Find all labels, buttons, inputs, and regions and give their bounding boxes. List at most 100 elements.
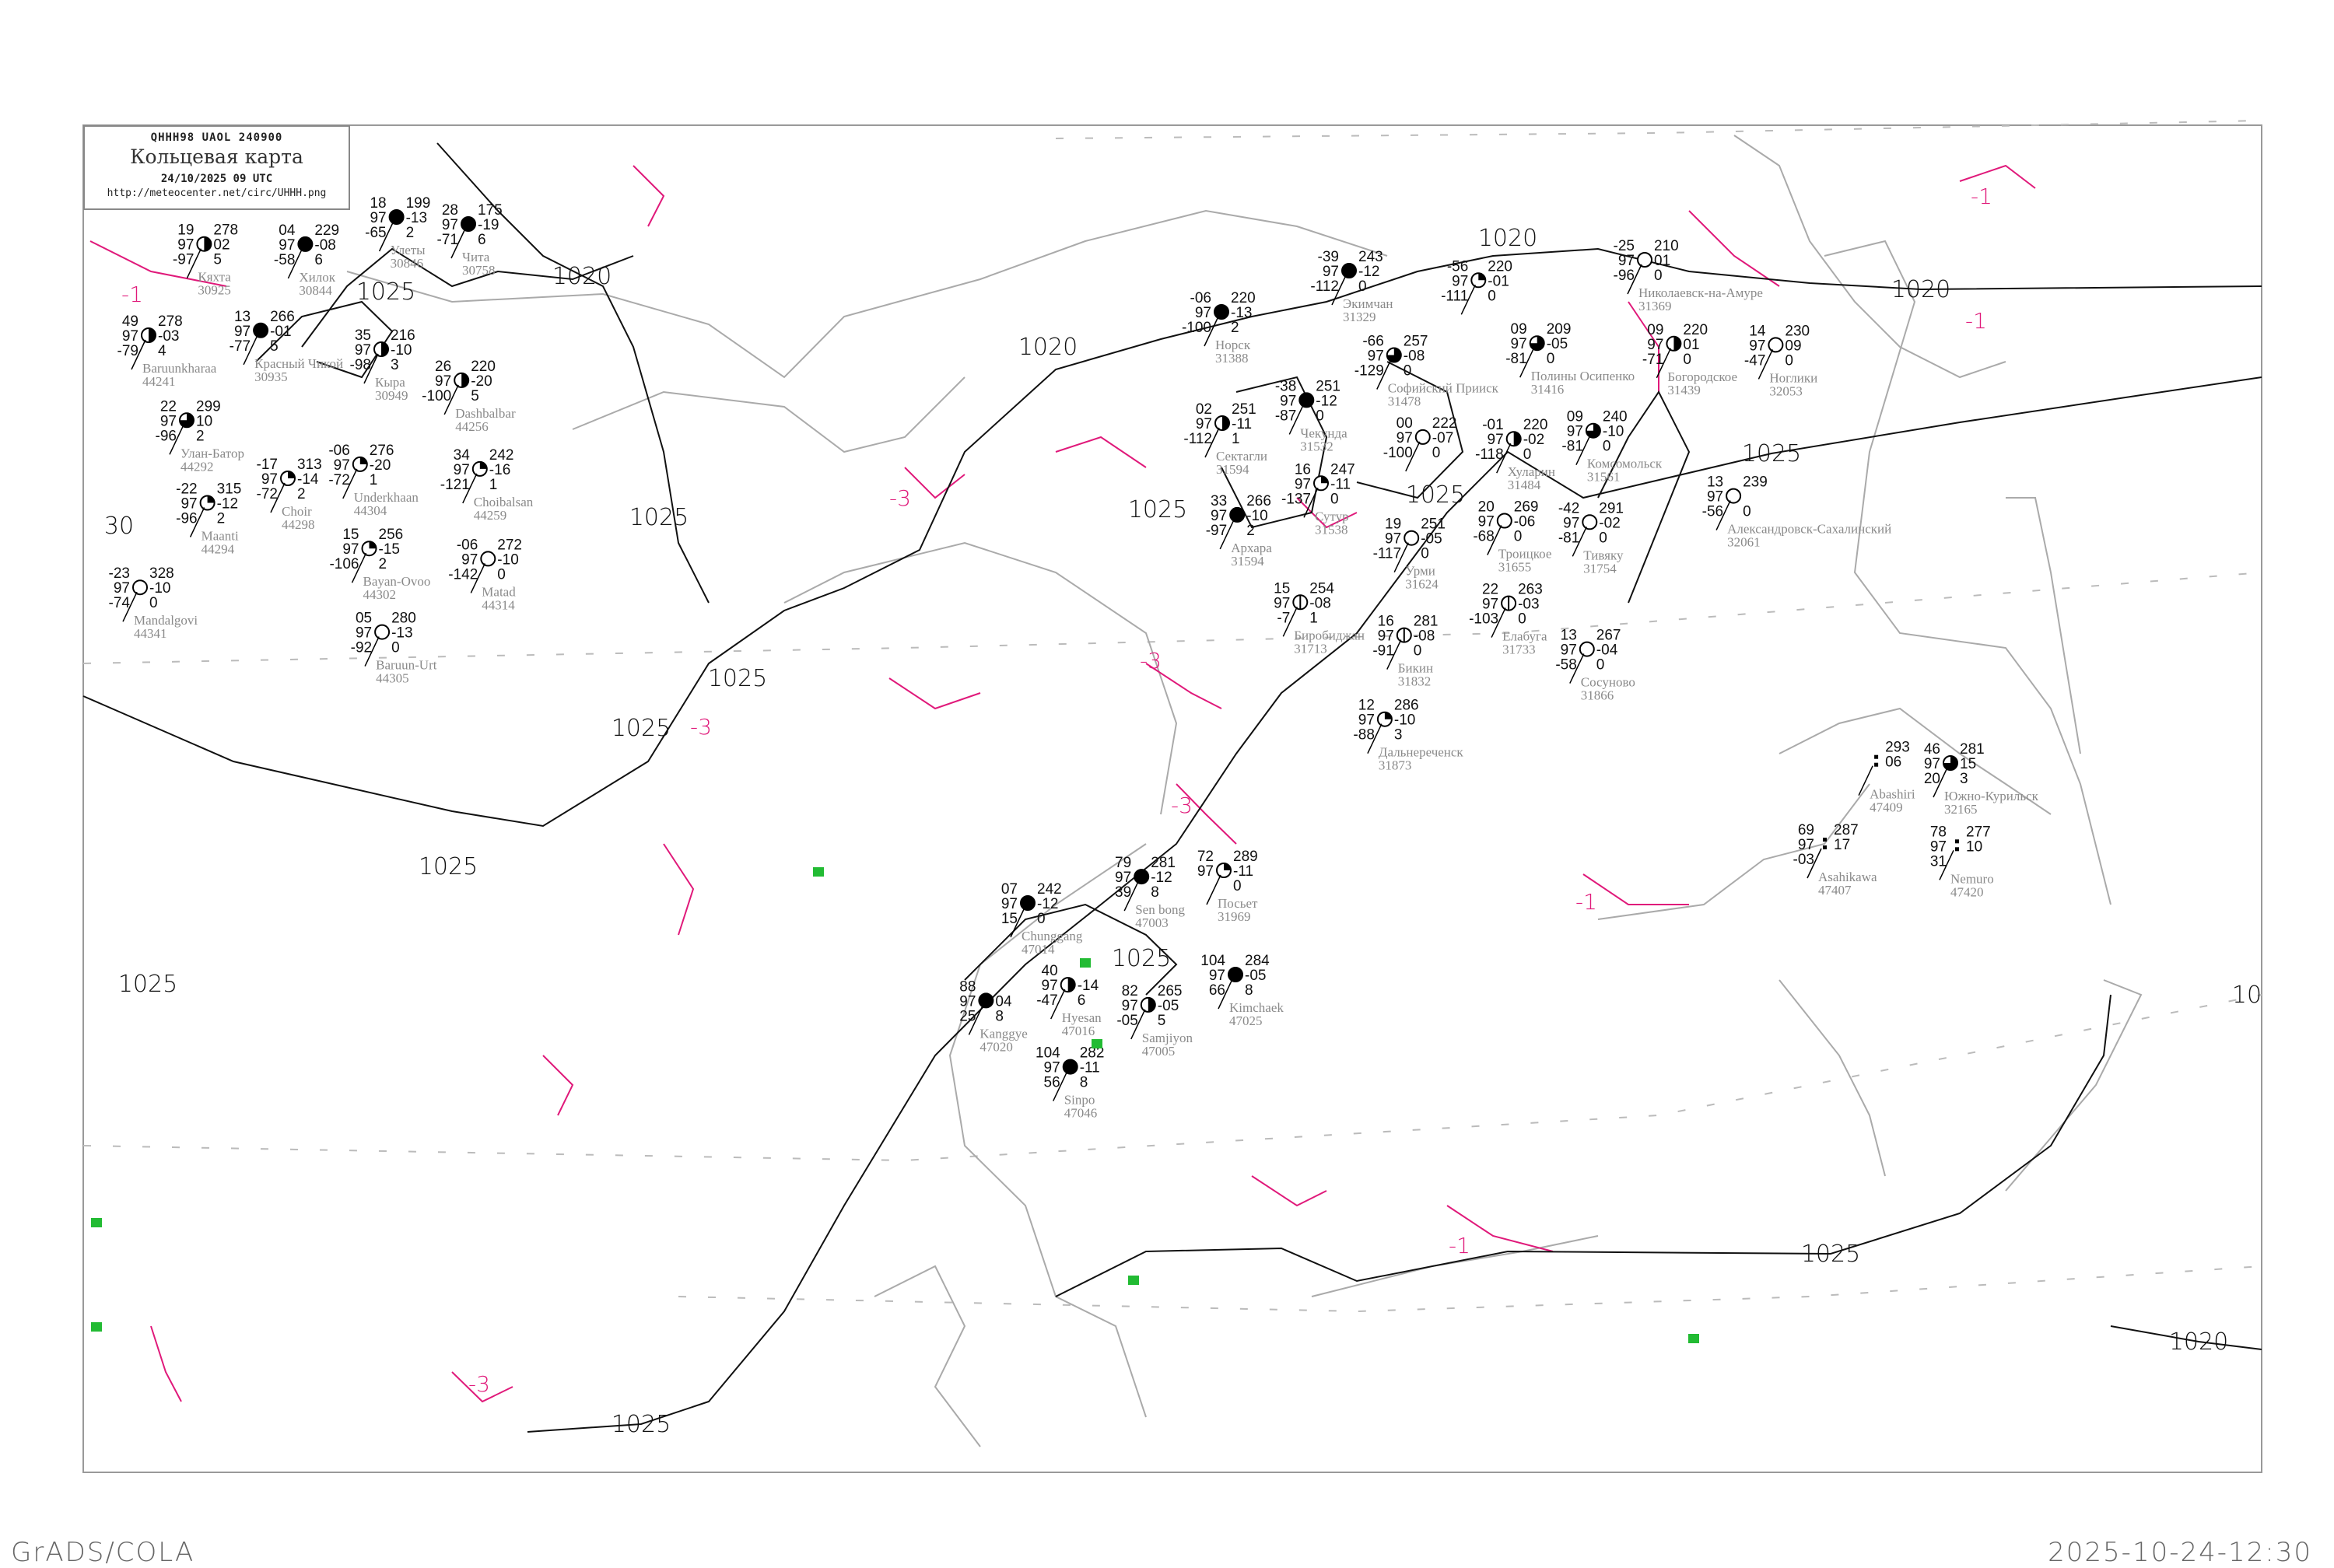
isallobar-line [1176, 783, 1237, 845]
station-dewpoint: -118 [1475, 446, 1504, 463]
station-weather-code: 0 [1514, 529, 1523, 545]
station-id: 44341 [134, 626, 167, 641]
wind-barb-icon [1405, 441, 1421, 472]
station-dewpoint: -77 [230, 338, 251, 355]
precipitation-marker [91, 1218, 102, 1227]
station-temperature: -06 [457, 537, 478, 553]
station-visibility: 97 [1115, 870, 1131, 886]
wind-barb-icon [1569, 653, 1585, 684]
isobar-label: 1025 [629, 504, 689, 531]
station-visibility: 97 [1358, 712, 1375, 729]
station-name: Бикин [1398, 661, 1433, 676]
station-dewpoint: -129 [1354, 363, 1384, 380]
station-visibility: 97 [1385, 531, 1401, 548]
station-name: Nemuro [1950, 871, 1994, 886]
wind-barb-icon [1758, 349, 1774, 380]
isallobar-label: -1 [1965, 308, 1987, 334]
station-visibility: 97 [1274, 595, 1290, 611]
station-temperature: 28 [442, 202, 458, 219]
isallobar-line [663, 843, 695, 936]
isallobar-line [1628, 301, 1659, 392]
station-pressure: 289 [1233, 849, 1258, 865]
station-temperature: 88 [959, 978, 976, 995]
wind-barb-icon [287, 248, 303, 279]
station-pressure: 220 [1231, 290, 1256, 306]
wind-barb-icon [1376, 359, 1392, 390]
render-timestamp: 2025-10-24-12:30 [2048, 1537, 2312, 1568]
cloud-cover-three-quarter-icon [1585, 422, 1601, 439]
wind-barb-icon [1627, 264, 1642, 295]
station-temperature: -56 [1447, 258, 1468, 275]
station-temperature: 12 [1358, 698, 1375, 714]
station-temperature: 18 [370, 195, 386, 212]
wind-barb-icon [378, 221, 394, 252]
station-dewpoint: -58 [274, 252, 295, 268]
isallobar-line [1582, 873, 1689, 905]
station-dewpoint: -71 [437, 232, 458, 248]
station-name: Биробиджан [1294, 628, 1365, 642]
station-pressure: 247 [1330, 461, 1355, 478]
isobar-line [255, 300, 394, 379]
cloud-cover-full-icon [1134, 869, 1150, 885]
station-weather-code: 0 [1547, 351, 1555, 367]
wind-barb-icon [270, 482, 286, 513]
station-temperature: -23 [109, 565, 130, 582]
station-name: Полины Осипенко [1531, 369, 1635, 383]
station-temperature: 04 [279, 222, 296, 239]
cloud-cover-vertical-icon [1396, 627, 1412, 643]
